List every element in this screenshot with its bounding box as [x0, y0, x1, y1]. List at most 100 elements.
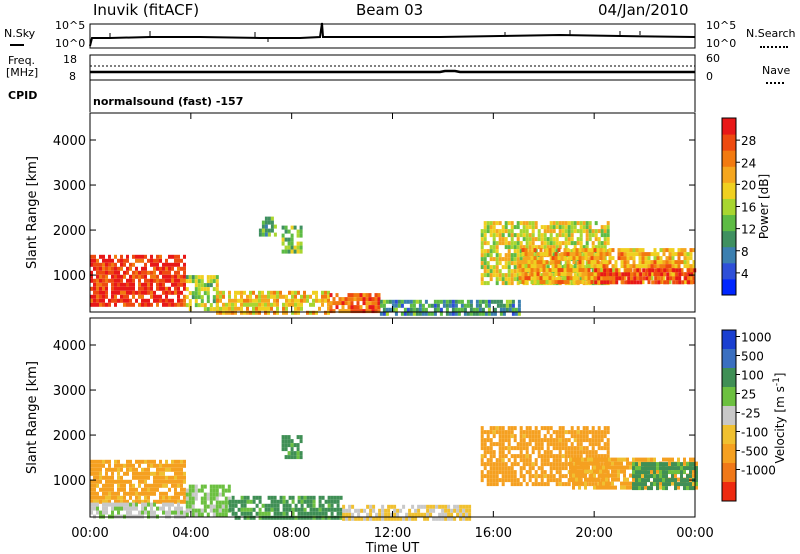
data-cell [510, 269, 514, 274]
data-cell [530, 260, 534, 265]
data-cell [668, 466, 671, 471]
data-cell [572, 276, 576, 281]
data-cell [486, 281, 490, 286]
data-cell [665, 466, 668, 471]
data-cell [303, 515, 307, 520]
data-cell [156, 479, 159, 484]
data-cell [156, 475, 159, 480]
data-cell [171, 298, 174, 303]
data-cell [597, 241, 601, 246]
data-cell [353, 309, 357, 314]
data-cell [445, 311, 449, 316]
data-cell [591, 245, 595, 250]
data-cell [542, 280, 546, 285]
data-cell [285, 302, 288, 307]
data-cell [132, 254, 135, 259]
data-cell [135, 495, 138, 500]
data-cell [366, 516, 370, 521]
data-cell [174, 282, 177, 287]
data-cell [368, 309, 372, 314]
data-cell [480, 438, 484, 443]
data-cell [632, 474, 635, 479]
data-cell [165, 495, 168, 500]
data-cell [465, 516, 469, 521]
data-cell [318, 503, 322, 508]
data-cell [294, 302, 297, 307]
data-cell [191, 504, 195, 509]
data-cell [579, 233, 583, 238]
data-cell [519, 241, 523, 246]
y-tick-label: 3000 [53, 384, 86, 399]
data-cell [219, 310, 222, 315]
data-cell [394, 299, 398, 304]
data-cell [540, 225, 544, 230]
data-cell [644, 457, 647, 462]
data-cell [255, 503, 259, 508]
data-cell [695, 466, 698, 471]
data-cell [599, 276, 603, 281]
data-cell [555, 233, 559, 238]
data-cell [378, 512, 382, 517]
data-cell [114, 274, 117, 279]
data-cell [674, 473, 677, 478]
data-cell [614, 457, 617, 462]
data-cell [542, 264, 546, 269]
data-cell [261, 294, 264, 299]
data-cell [114, 286, 117, 291]
data-cell [689, 470, 692, 475]
data-cell [554, 280, 558, 285]
data-cell [606, 454, 610, 459]
data-cell [534, 474, 538, 479]
data-cell [492, 229, 496, 234]
data-cell [683, 280, 687, 285]
data-cell [114, 254, 117, 259]
data-cell [147, 499, 150, 504]
data-cell [267, 228, 271, 233]
data-cell [273, 294, 276, 299]
data-cell [555, 241, 559, 246]
data-cell [93, 298, 96, 303]
data-cell [656, 256, 660, 261]
data-cell [567, 482, 571, 487]
data-cell [487, 311, 491, 316]
data-cell [548, 248, 552, 253]
data-cell [123, 491, 126, 496]
colorbar-tick-label: -100 [741, 426, 768, 440]
data-cell [150, 274, 153, 279]
x-axis-label: Time UT [365, 541, 419, 554]
data-cell [188, 484, 192, 489]
data-cell [540, 426, 544, 431]
data-cell [513, 434, 517, 439]
colorbar-tick-label: 12 [741, 223, 756, 237]
data-cell [545, 268, 549, 273]
data-cell [548, 252, 552, 257]
data-cell [566, 276, 570, 281]
data-cell [505, 299, 509, 304]
data-cell [273, 232, 277, 237]
data-cell [273, 302, 276, 307]
data-cell [215, 484, 219, 489]
data-cell [672, 280, 676, 285]
data-cell [299, 455, 303, 460]
data-cell [141, 479, 144, 484]
data-cell [671, 481, 674, 486]
data-cell [252, 495, 256, 500]
data-cell [579, 277, 583, 282]
data-cell [369, 504, 373, 509]
data-cell [438, 516, 442, 521]
data-cell [489, 454, 493, 459]
nsky-bottom-tick: 10^0 [55, 37, 86, 50]
data-cell [575, 252, 579, 257]
data-cell [498, 269, 502, 274]
data-cell [567, 225, 571, 230]
data-cell [246, 310, 249, 315]
freq-label: Freq. [8, 54, 36, 67]
data-cell [495, 261, 499, 266]
data-cell [504, 446, 508, 451]
data-cell [351, 512, 355, 517]
data-cell [258, 499, 262, 504]
data-cell [324, 507, 328, 512]
data-cell [129, 463, 132, 468]
data-cell [662, 457, 665, 462]
data-cell [147, 475, 150, 480]
